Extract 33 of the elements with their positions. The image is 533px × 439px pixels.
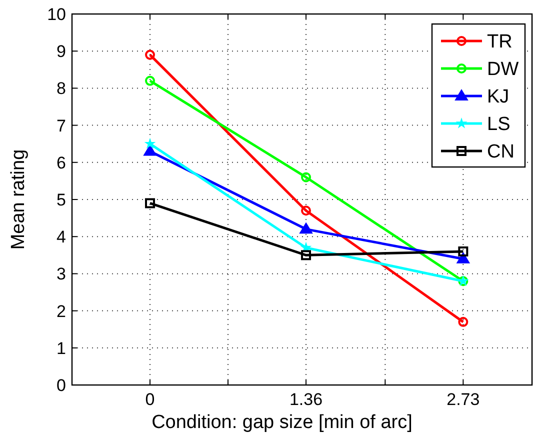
y-tick-label: 6 [56, 153, 66, 172]
point [456, 252, 470, 264]
point [144, 138, 156, 149]
y-tick-label: 1 [56, 338, 66, 358]
point [145, 76, 156, 86]
point [301, 206, 312, 216]
x-tick-label: 2.73 [446, 390, 480, 409]
y-tick-label: 2 [56, 302, 66, 321]
y-tick-label: 0 [56, 376, 66, 395]
y-tick-label: 7 [56, 116, 66, 136]
y-tick-label: 4 [56, 228, 66, 247]
y-tick-label: 5 [56, 190, 66, 210]
x-tick-label: 0 [145, 390, 155, 409]
point [458, 316, 468, 327]
point [458, 246, 468, 256]
point [145, 50, 156, 60]
point [144, 144, 157, 156]
y-tick-label: 10 [47, 4, 66, 24]
x-axis-title: Condition: gap size [min of arc] [152, 412, 412, 433]
point [300, 222, 313, 234]
y-tick-label: 3 [56, 264, 66, 284]
point [145, 198, 156, 208]
legend-label: DW [487, 59, 519, 80]
y-tick-label: 9 [56, 42, 66, 62]
legend-label: KJ [487, 86, 510, 108]
x-tick-label: 1.36 [289, 390, 323, 409]
point [301, 172, 312, 182]
legend-label: CN [487, 142, 514, 163]
y-axis-title: Mean rating [8, 149, 29, 250]
point [301, 250, 312, 260]
legend-label: TR [487, 32, 512, 53]
y-tick-label: 8 [56, 79, 66, 98]
legend-label: LS [487, 114, 510, 136]
